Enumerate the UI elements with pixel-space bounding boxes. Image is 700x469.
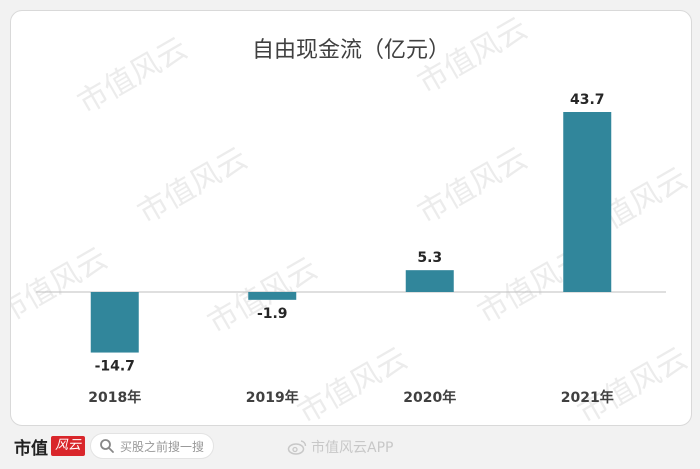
bar-0	[90, 292, 139, 353]
x-tick-label-3: 2021年	[561, 389, 614, 406]
weibo-credit: 市值风云APP	[287, 437, 393, 457]
footer: 市值 风云 买股之前搜一搜 市值风云APP	[0, 424, 700, 469]
bar-1	[248, 292, 297, 300]
chart-title: 自由现金流（亿元）	[252, 38, 450, 63]
x-tick-label-0: 2018年	[88, 389, 141, 406]
search-placeholder: 买股之前搜一搜	[120, 439, 205, 454]
search-input[interactable]: 买股之前搜一搜	[90, 433, 214, 459]
data-label-0: -14.7	[95, 359, 135, 375]
chart-svg: 自由现金流（亿元） -14.7 2018年 -1.9 2019年 5.3 2020年 43.…	[36, 38, 666, 406]
x-tick-label-1: 2019年	[246, 389, 299, 406]
brand-name: 市值	[14, 438, 48, 459]
chart-card: 市值风云 市值风云 市值风云 市值风云 市值风云 市值风云 市值风云 市值风云 …	[10, 10, 692, 426]
bar-3	[563, 112, 612, 292]
brand-tag: 风云	[51, 436, 86, 456]
data-label-3: 43.7	[570, 92, 605, 108]
data-label-1: -1.9	[257, 306, 288, 322]
search-icon	[100, 439, 114, 453]
x-tick-label-2: 2020年	[403, 389, 456, 406]
weibo-icon	[287, 440, 307, 455]
data-label-2: 5.3	[417, 250, 442, 266]
brand-logo: 市值 风云	[14, 434, 86, 459]
weibo-credit-text: 市值风云APP	[311, 440, 394, 456]
chart-marks: -14.7 2018年 -1.9 2019年 5.3 2020年 43.7 2021年	[36, 92, 666, 406]
bar-2	[405, 270, 454, 292]
